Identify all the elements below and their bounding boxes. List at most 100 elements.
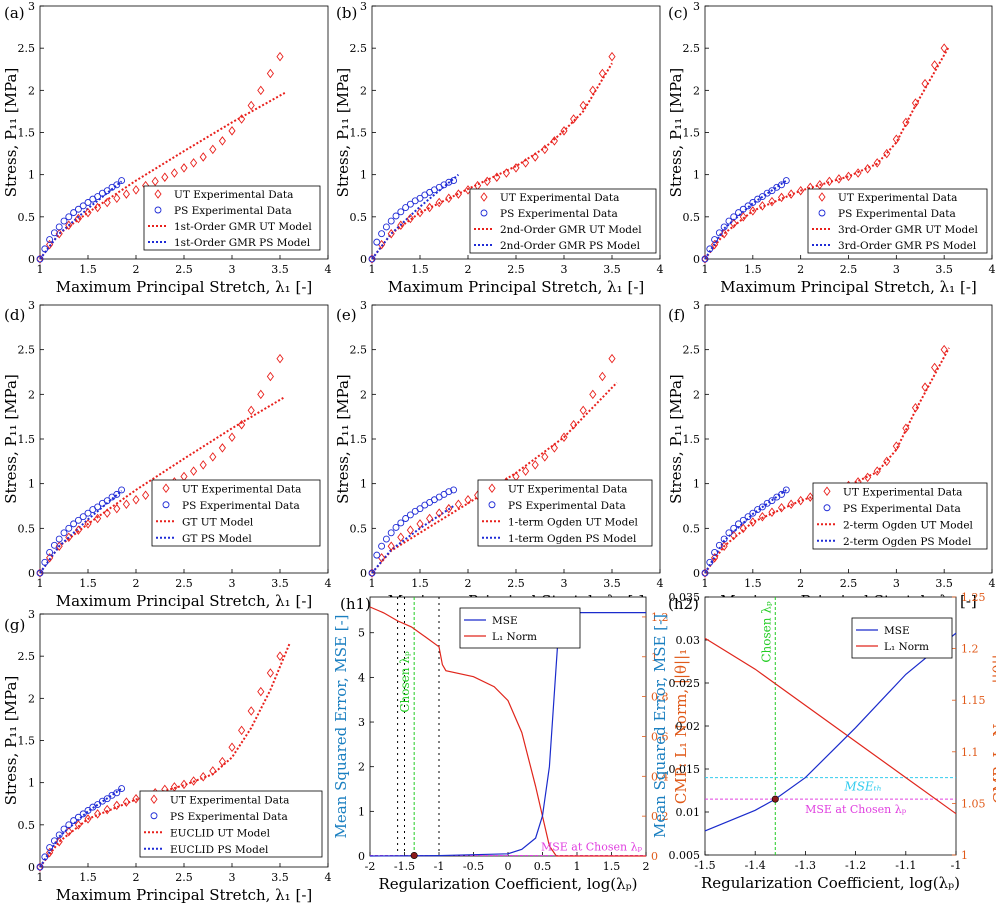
legend-entry: MSE: [884, 625, 910, 637]
ut-data-point: [132, 793, 140, 804]
x-tick-label: 1.5: [411, 263, 429, 276]
ps-data-point: [701, 569, 709, 577]
y2-tick-label: 0.2: [651, 810, 669, 823]
x-tick-label: -1.4: [745, 859, 766, 872]
ut-data-point: [921, 382, 929, 392]
ut-data-point: [579, 100, 587, 111]
x-tick-label: -1.5: [394, 860, 415, 873]
chart-h1: (h1)-2 -1.5 -1 -0.5 0 0.5 1 1.5 201234500.20.40.…: [332, 595, 690, 893]
ut-data-point: [426, 513, 434, 524]
ps-data-point: [730, 213, 738, 221]
ut-data-point: [247, 100, 255, 111]
ut-data-point: [276, 353, 284, 364]
ut-model-line: [39, 643, 291, 868]
ps-data-point: [36, 863, 44, 871]
x-tick-label: 2: [797, 263, 804, 276]
ut-data-point: [560, 432, 568, 442]
ut-data-point: [921, 78, 929, 89]
x-tick-label: 3.5: [603, 263, 621, 276]
ps-data-point: [744, 202, 752, 210]
legend-entry: L₁ Norm: [884, 641, 929, 653]
ps-data-point: [94, 193, 102, 201]
ut-data-point: [218, 756, 226, 767]
x-tick-label: -1.5: [694, 859, 715, 872]
ps-data-point: [744, 513, 752, 521]
ps-data-point: [392, 212, 400, 220]
ut-data-point: [483, 176, 491, 187]
ps-data-point: [720, 223, 728, 231]
ps-data-point: [70, 817, 78, 825]
ut-data-point: [854, 168, 862, 178]
legend-ut-marker: [488, 483, 496, 493]
y-axis-label: Mean Squared Error, MSE [-]: [651, 614, 669, 838]
ut-data-point: [228, 742, 236, 752]
y-tick-label: 0: [693, 253, 700, 266]
x-tick-label: 3: [229, 871, 236, 884]
y-tick-label: 1.5: [350, 127, 368, 140]
ps-data-point: [778, 181, 785, 189]
legend-box: [151, 479, 321, 547]
y-tick-label: 1: [693, 478, 700, 491]
ps-data-point: [782, 486, 790, 494]
ps-data-point: [450, 486, 458, 494]
legend-box: [469, 188, 657, 254]
ps-data-point: [55, 223, 63, 231]
ut-data-point: [65, 220, 73, 231]
ps-data-point: [74, 205, 82, 213]
chosen-point: [771, 795, 779, 803]
x-tick-label: 2: [133, 871, 140, 884]
ut-data-point: [531, 460, 539, 470]
x-tick-label: 3: [561, 263, 568, 276]
y2-tick-label: 0.6: [651, 730, 669, 743]
ut-data-point: [902, 117, 910, 128]
ut-data-point: [892, 134, 900, 144]
chosen-label: Chosen λₚ: [759, 601, 773, 663]
y-tick-label: 1.5: [683, 127, 701, 140]
x-tick-label: 1: [37, 263, 44, 276]
legend-entry: 3rd-Order GMR PS Model: [838, 240, 977, 252]
ps-data-point: [445, 488, 453, 496]
ps-data-point: [402, 204, 410, 212]
ut-data-point: [454, 499, 462, 509]
legend-entry: PS Experimental Data: [182, 500, 300, 512]
ps-data-point: [46, 549, 54, 556]
ut-data-point: [844, 171, 853, 182]
ps-data-point: [55, 535, 63, 543]
ut-data-point: [873, 158, 881, 168]
ut-data-point: [940, 344, 948, 355]
x-tick-label: 1.5: [744, 577, 762, 590]
ps-data-point: [416, 194, 424, 202]
y-tick-label: 3: [360, 299, 367, 312]
ps-data-point: [41, 558, 49, 566]
x-tick-label: 0.5: [534, 860, 552, 873]
ut-data-point: [276, 51, 284, 62]
ut-data-point: [940, 43, 948, 53]
ps-data-point: [368, 255, 376, 263]
ps-data-point: [74, 516, 82, 524]
ut-data-point: [387, 228, 395, 239]
y-tick-label: 2: [360, 84, 367, 97]
x-tick-label: 3.5: [935, 263, 953, 276]
ut-data-point: [550, 136, 558, 146]
ut-data-point: [589, 389, 597, 400]
ut-data-point: [46, 239, 54, 250]
y-tick-label: 0.005: [669, 849, 701, 862]
ut-data-point: [531, 152, 539, 162]
ps-data-point: [397, 208, 405, 216]
x-tick-label: -1.3: [795, 859, 816, 872]
ps-data-point: [103, 497, 111, 505]
ps-data-point: [103, 187, 111, 195]
ut-data-point: [825, 176, 833, 187]
y-tick-label: 3: [693, 299, 700, 312]
ut-data-point: [266, 68, 274, 79]
y-tick-label: 2.5: [683, 344, 701, 357]
ps-data-point: [711, 236, 719, 244]
mse-chosen-label: MSE at Chosen λₚ: [805, 803, 907, 816]
ps-data-point: [84, 807, 92, 814]
x-tick-label: 2.5: [507, 577, 525, 590]
y-tick-label: 0.015: [669, 763, 701, 776]
ps-data-point: [450, 177, 458, 185]
y2-tick-label: 0.8: [651, 691, 669, 704]
ps-data-point: [36, 569, 44, 577]
ps-data-point: [113, 181, 121, 189]
